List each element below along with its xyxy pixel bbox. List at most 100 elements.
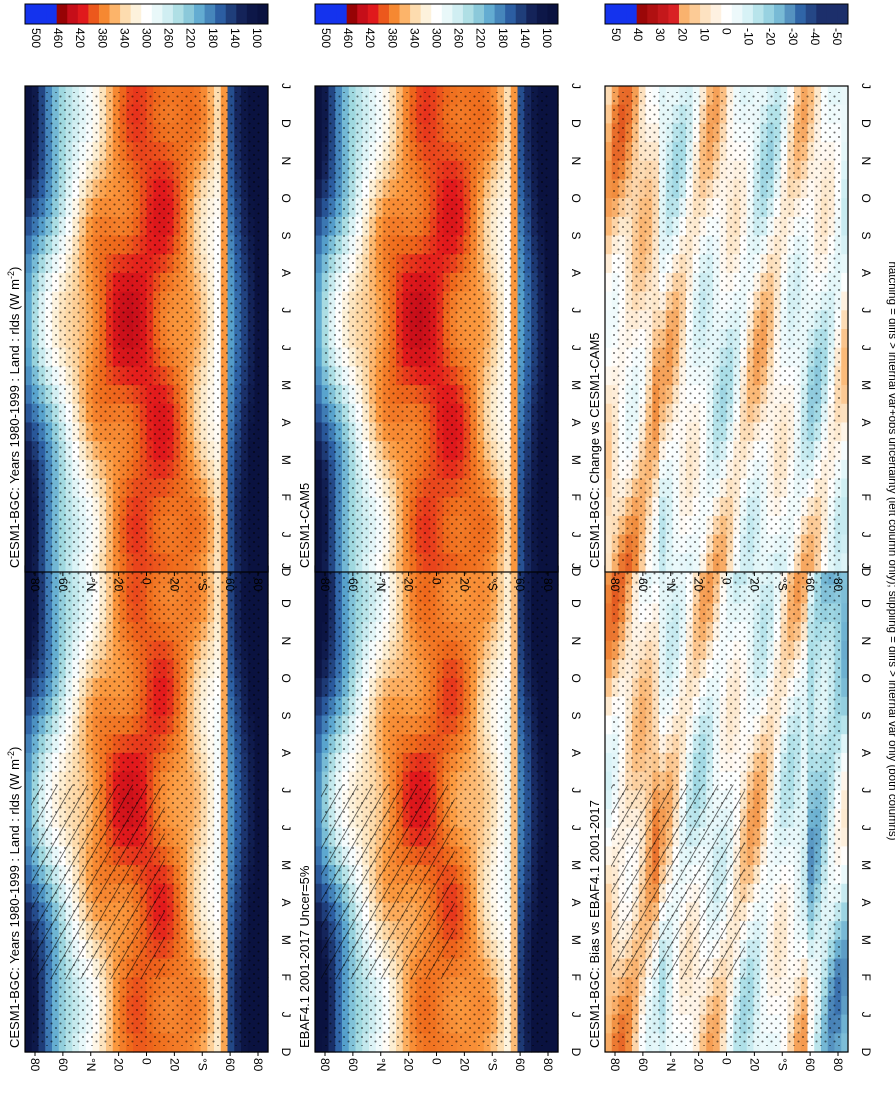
heatmap-cell [25, 771, 33, 791]
colorbar-segment [67, 4, 79, 24]
heatmap-cell [605, 790, 613, 810]
heatmap-cell [315, 846, 323, 866]
heatmap-cell [25, 272, 33, 293]
heatmap-cell [551, 1033, 559, 1053]
colorbar-segment [172, 4, 184, 24]
month-tick-label: J [569, 787, 583, 793]
colorbar-segment [441, 4, 453, 24]
heatmap-cell [315, 678, 323, 698]
heatmap-cell [261, 347, 269, 367]
latitude-tick-label: 80 [318, 578, 332, 592]
heatmap-cell [551, 640, 559, 661]
heatmap-cell [841, 566, 849, 586]
heatmap-cell [315, 640, 323, 661]
colorbar-segment [194, 4, 206, 24]
month-tick-label: D [279, 568, 293, 577]
heatmap-cell [551, 441, 559, 461]
heatmap-cell [315, 939, 323, 960]
heatmap-cell [261, 441, 269, 461]
heatmap-cell [261, 254, 269, 274]
heatmap-cell [315, 385, 323, 405]
latitude-tick-label: °N [374, 1058, 388, 1071]
heatmap-cell [551, 291, 559, 311]
month-tick-label: J [279, 532, 293, 538]
heatmap-cell [25, 1014, 33, 1034]
heatmap-cell [315, 1014, 323, 1034]
heatmap-cell [605, 846, 613, 866]
heatmap-cell [315, 734, 323, 754]
colorbar-tick-label: 140 [228, 28, 242, 48]
heatmap-cell [261, 123, 269, 143]
colorbar-segment [88, 4, 100, 24]
heatmap-cell [551, 329, 559, 349]
heatmap-cell [605, 640, 613, 661]
heatmap-cell [261, 790, 269, 810]
heatmap-cell [261, 534, 269, 554]
colorbar-segment [526, 4, 538, 24]
heatmap-cell [841, 902, 849, 922]
heatmap-cell [261, 603, 269, 623]
heatmap-cell [841, 846, 849, 866]
heatmap-cell [315, 566, 323, 586]
heatmap-cell [261, 640, 269, 661]
latitude-tick-label: 20 [402, 1058, 416, 1072]
heatmap-cell [261, 977, 269, 997]
panel-title: CESM1-BGC: Years 1980-1999 : Land : rlds… [6, 747, 22, 1048]
heatmap-cell [25, 534, 33, 554]
colorbar-segment [410, 4, 422, 24]
heatmap-cell [841, 678, 849, 698]
heatmap-cell [25, 865, 33, 885]
hatching-overlay [31, 784, 165, 980]
heatmap-cell [25, 809, 33, 829]
latitude-tick-label: °N [374, 578, 388, 591]
heatmap-cell [25, 422, 33, 442]
colorbar-segment [246, 4, 258, 24]
heatmap-cell [25, 216, 33, 237]
latitude-tick-label: 60 [636, 1058, 650, 1072]
latitude-tick-label: 20 [112, 578, 126, 592]
heatmap-cell [261, 329, 269, 349]
colorbar-segment [399, 4, 411, 24]
heatmap-cell [551, 553, 559, 573]
month-tick-label: J [569, 1012, 583, 1018]
month-tick-label: O [569, 673, 583, 682]
colorbar-tick-label: 260 [452, 28, 466, 48]
heatmap-cell [25, 752, 33, 773]
heatmap-cell [551, 497, 559, 517]
latitude-tick-label: °S [195, 578, 209, 591]
heatmap-cell [315, 497, 323, 517]
heatmap-cell [315, 883, 323, 904]
heatmap-cell [605, 734, 613, 754]
heatmap-cell [315, 291, 323, 311]
latitude-tick-label: 20 [747, 1058, 761, 1072]
latitude-tick-label: °S [195, 1058, 209, 1071]
month-tick-label: S [569, 232, 583, 240]
heatmap-cell [25, 734, 33, 754]
month-tick-label: J [569, 563, 583, 569]
heatmap-cell [25, 123, 33, 143]
heatmap-cell [261, 883, 269, 904]
heatmap-cell [315, 272, 323, 293]
heatmap-cell [605, 603, 613, 623]
latitude-tick-label: °N [84, 578, 98, 591]
colorbar-segment [236, 4, 248, 24]
hatching-overlay [321, 784, 455, 980]
colorbar-tick-label: 220 [474, 28, 488, 48]
latitude-tick-label: 80 [28, 1058, 42, 1072]
heatmap-cell [841, 771, 849, 791]
colorbar-segment [141, 4, 153, 24]
heatmap-cell [551, 515, 559, 536]
colorbar-segment [130, 4, 142, 24]
heatmap-cell [551, 584, 559, 604]
latitude-tick-label: 80 [251, 578, 265, 592]
month-tick-label: O [569, 193, 583, 202]
latitude-tick-label: 80 [541, 578, 555, 592]
heatmap-cell [25, 622, 33, 642]
month-tick-label: N [569, 156, 583, 165]
heatmap-cell [261, 921, 269, 941]
heatmap-cell [605, 921, 613, 941]
heatmap-cell [841, 809, 849, 829]
heatmap-cell [841, 958, 849, 978]
month-tick-label: J [859, 1012, 873, 1018]
heatmap-cell [25, 441, 33, 461]
